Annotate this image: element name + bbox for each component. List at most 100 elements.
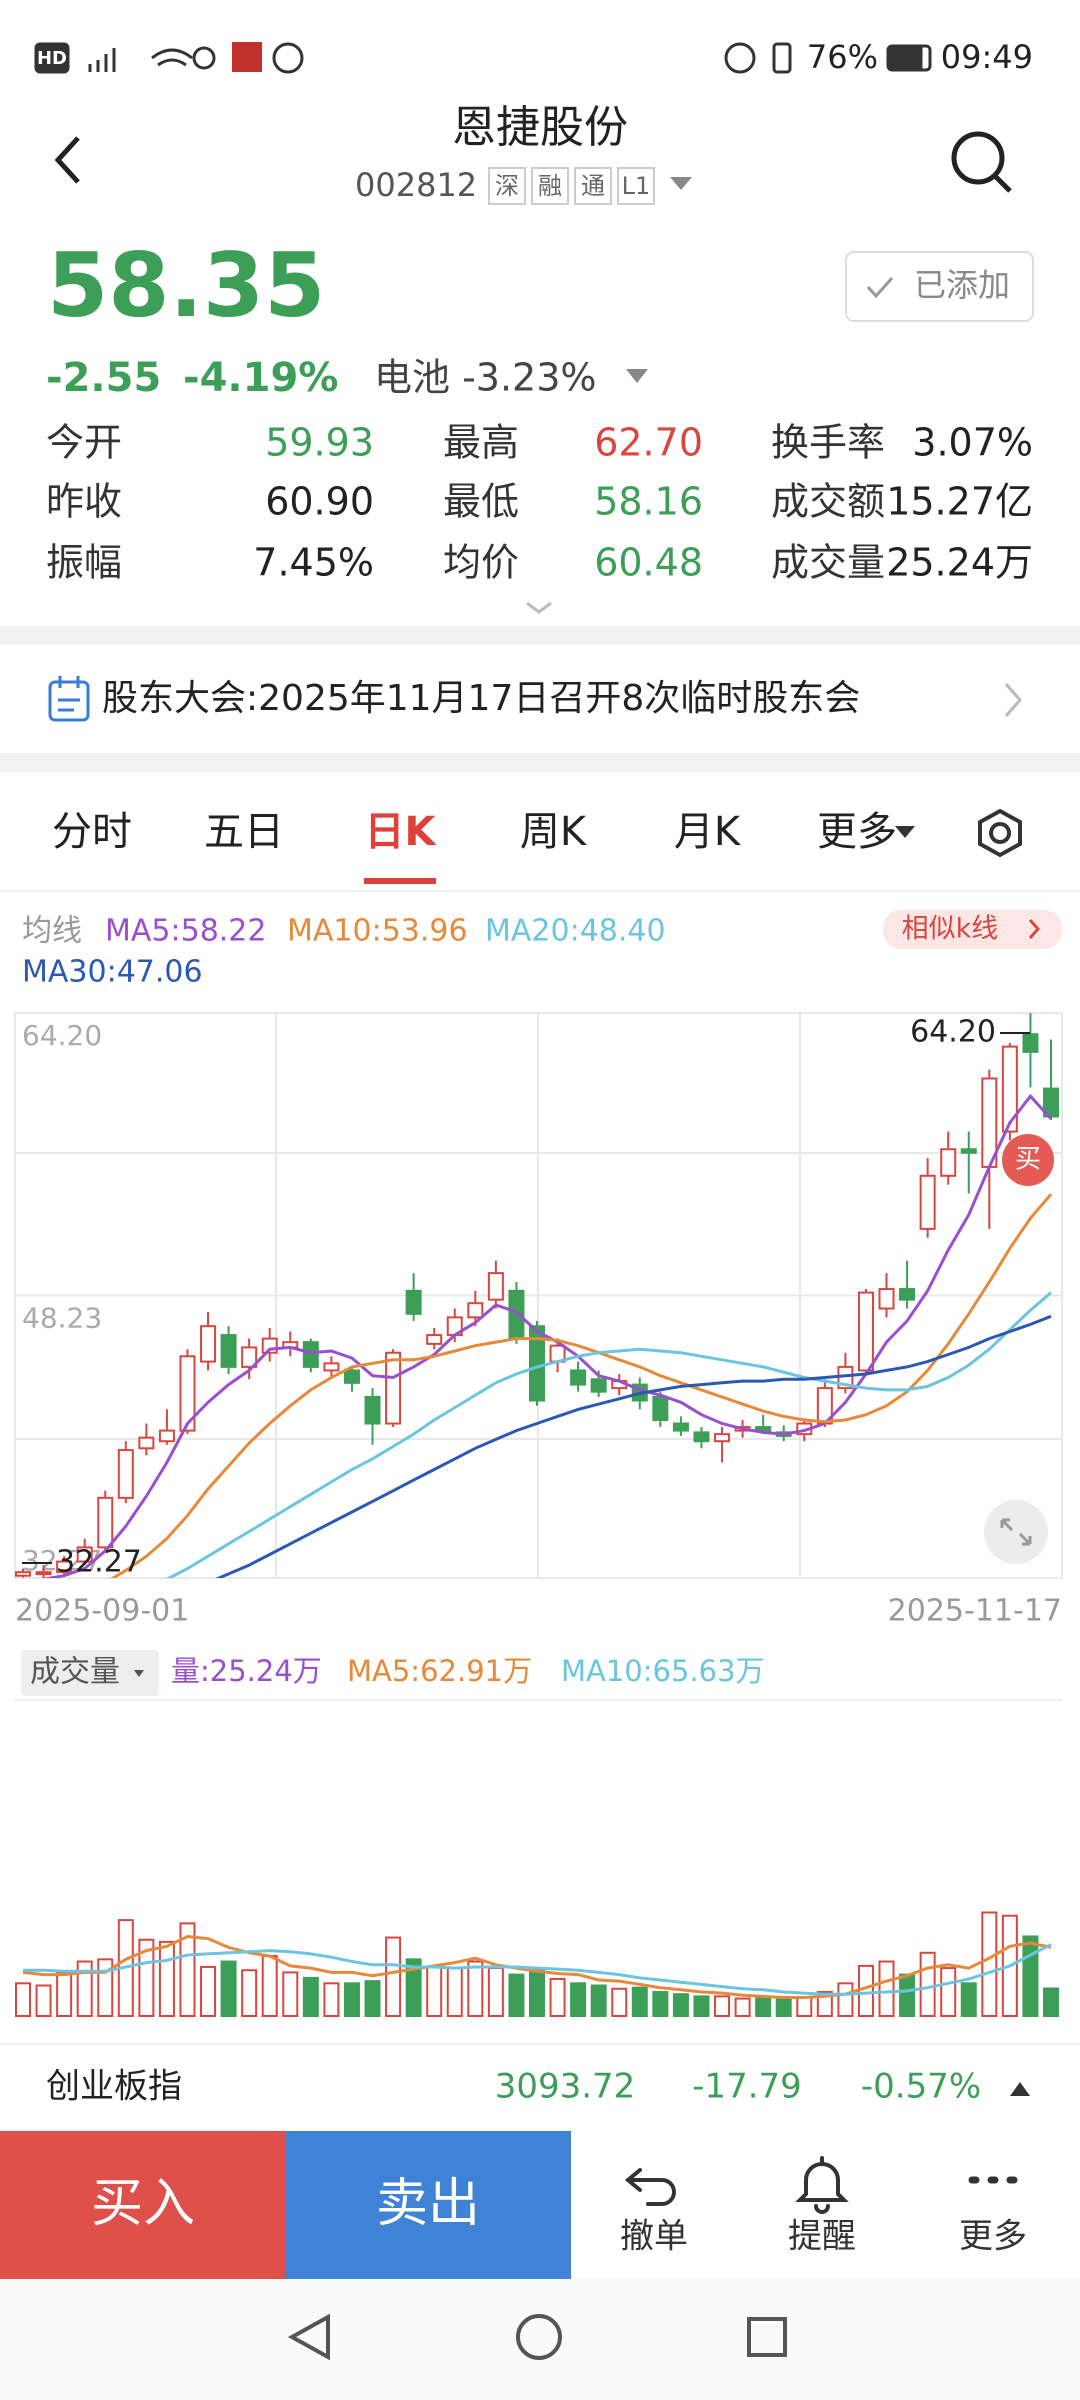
candle-body xyxy=(940,1148,957,1177)
volume-bar xyxy=(364,1980,381,2017)
volume-bar xyxy=(282,1971,299,2018)
volume-dropdown xyxy=(134,1670,144,1677)
volume-bar xyxy=(261,1955,278,2018)
volume-label[interactable]: 成交量 xyxy=(30,1655,120,1690)
candle-body xyxy=(467,1302,484,1319)
stock-code: 002812 xyxy=(355,166,477,204)
notice-arrow[interactable] xyxy=(1004,683,1022,717)
sell-button[interactable] xyxy=(286,2131,571,2279)
buy-label[interactable]: 买入 xyxy=(91,2174,195,2234)
tab-indicator xyxy=(364,878,436,884)
stat-label: 最高 xyxy=(443,421,519,465)
tab[interactable]: 五日 xyxy=(204,809,284,855)
volume-bar xyxy=(35,1984,52,2017)
tab[interactable]: 日K xyxy=(365,809,438,855)
volume-bar xyxy=(611,1987,628,2018)
ma-line xyxy=(41,1093,1053,1578)
candle-body xyxy=(487,1272,504,1301)
volume-selector[interactable] xyxy=(21,1650,159,1696)
stat-label: 今开 xyxy=(46,421,122,465)
back-button[interactable] xyxy=(54,136,80,184)
volume-bar xyxy=(158,1940,175,2017)
tab[interactable]: 分时 xyxy=(52,809,132,855)
volume-bar xyxy=(837,1982,854,2017)
action-label[interactable]: 撤单 xyxy=(620,2217,688,2257)
status-hd: HD xyxy=(37,48,67,69)
candle-body xyxy=(220,1334,237,1368)
volume-bar xyxy=(343,1982,360,2017)
volume-bar xyxy=(960,1982,977,2017)
calendar-icon xyxy=(48,676,90,722)
settings-icon[interactable] xyxy=(978,808,1022,858)
buy-button[interactable] xyxy=(0,2131,286,2279)
volume-bar xyxy=(138,1938,155,2017)
candle-body xyxy=(323,1362,340,1372)
candle-body xyxy=(200,1325,217,1363)
ma-legend: MA5:58.22 xyxy=(105,914,266,949)
stat-label: 昨收 xyxy=(46,480,122,524)
stat-value: 60.48 xyxy=(594,541,703,585)
sell-label[interactable]: 卖出 xyxy=(376,2174,480,2234)
volume-bars xyxy=(15,1911,1059,2018)
sector-change: 电池 -3.23% xyxy=(374,356,597,400)
candle-body xyxy=(179,1355,196,1432)
stat-label: 均价 xyxy=(443,541,519,585)
candle-body xyxy=(652,1395,669,1421)
y-tick-label: 64.20 xyxy=(22,1019,102,1052)
index-expand[interactable] xyxy=(1010,2082,1030,2096)
candle-body xyxy=(158,1429,175,1443)
volume-bar xyxy=(714,1995,731,2018)
price-change: -2.55 xyxy=(46,355,161,401)
buy-signal xyxy=(1002,1134,1054,1186)
notice-text[interactable]: 股东大会:2025年11月17日召开8次临时股东会 xyxy=(102,678,860,719)
volume-bar xyxy=(878,1960,895,2017)
similar-label[interactable]: 相似k线 xyxy=(902,914,999,945)
volume-bar xyxy=(796,1996,813,2017)
volume-bar xyxy=(693,1995,710,2018)
action-label[interactable]: 提醒 xyxy=(788,2217,856,2257)
search-button[interactable] xyxy=(951,131,1012,193)
tag: 通 xyxy=(581,172,605,200)
action-label[interactable]: 更多 xyxy=(959,2217,1027,2257)
similar-button[interactable] xyxy=(883,910,1062,949)
tab[interactable]: 月K xyxy=(674,809,742,855)
index-bar xyxy=(0,2044,1080,2131)
tab[interactable]: 更多 xyxy=(817,809,897,855)
volume-bar xyxy=(426,1965,443,2018)
candle-body xyxy=(693,1431,710,1443)
stat-value: 58.16 xyxy=(594,480,703,524)
low-marker: 32.27 xyxy=(56,1545,142,1580)
volume-bar xyxy=(755,1996,772,2017)
tag-box xyxy=(574,167,612,205)
volume-bar xyxy=(940,1967,957,2018)
nav-home[interactable] xyxy=(516,2314,562,2360)
nav-recents[interactable] xyxy=(747,2317,787,2357)
tag: 深 xyxy=(495,172,519,200)
fullscreen-button[interactable] xyxy=(984,1500,1048,1564)
volume-legend: MA10:65.63万 xyxy=(561,1654,765,1688)
stat-value: 25.24万 xyxy=(886,541,1033,585)
tab[interactable]: 周K xyxy=(520,809,588,855)
candle-body xyxy=(1022,1033,1039,1053)
added-label[interactable]: 已添加 xyxy=(914,266,1010,304)
candle-body xyxy=(343,1369,360,1384)
volume-bar xyxy=(549,1977,566,2018)
volume-bar xyxy=(570,1982,587,2017)
sector-dropdown[interactable] xyxy=(626,369,648,383)
candle-body xyxy=(426,1334,443,1345)
stat-value: 59.93 xyxy=(265,421,374,465)
stat-label: 振幅 xyxy=(46,541,122,585)
nav-back[interactable] xyxy=(287,2313,330,2361)
last-price: 58.35 xyxy=(47,234,325,337)
volume-bar xyxy=(734,1997,751,2018)
ma-legend: MA10:53.96 xyxy=(287,914,468,949)
stat-label: 成交额 xyxy=(771,480,885,524)
stat-value: 3.07% xyxy=(912,421,1033,465)
index-change: -17.79 xyxy=(692,2067,802,2107)
expand-chevron[interactable] xyxy=(526,601,552,614)
added-button[interactable] xyxy=(845,251,1034,322)
candle-body xyxy=(878,1288,895,1310)
stat-value: 7.45% xyxy=(253,541,374,585)
